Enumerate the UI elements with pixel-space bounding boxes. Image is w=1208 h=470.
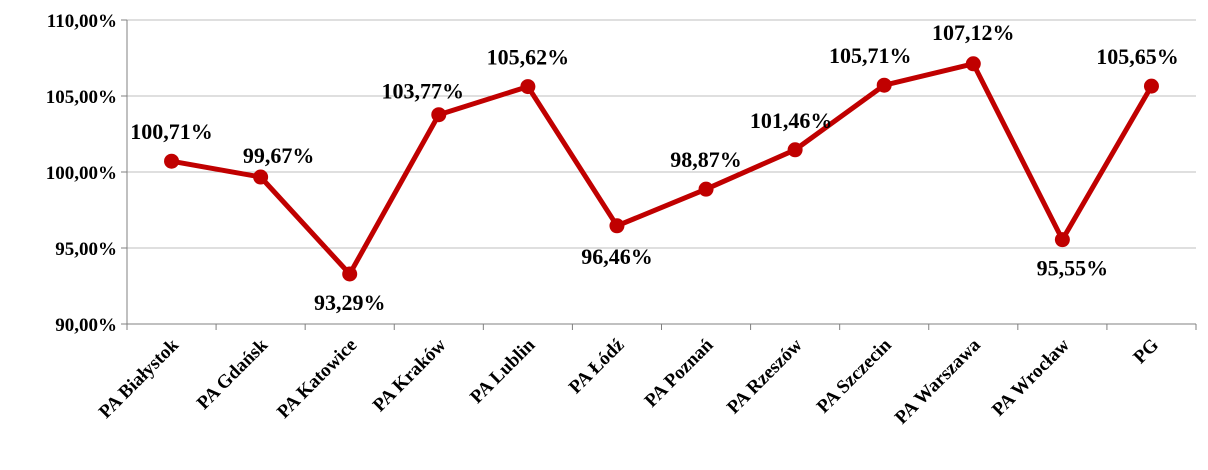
x-category-label: PA Białystok xyxy=(95,334,183,422)
y-tick-label: 90,00% xyxy=(55,315,117,336)
data-point xyxy=(1054,232,1070,248)
x-axis-category-labels: PA Białystok PA Gdańsk PA Katowice PA Krakó… xyxy=(95,334,1163,428)
data-label: 103,77% xyxy=(382,79,465,104)
data-label: 95,55% xyxy=(1037,256,1109,281)
data-label: 105,65% xyxy=(1096,44,1179,69)
data-label: 98,87% xyxy=(670,147,742,172)
data-point xyxy=(965,56,981,72)
x-category-label: PA Poznań xyxy=(641,334,718,411)
x-category-label: PA Szczecin xyxy=(813,334,896,417)
data-point xyxy=(342,266,358,282)
data-label: 107,12% xyxy=(932,20,1015,45)
series-points xyxy=(164,56,1159,282)
x-category-label: PG xyxy=(1129,335,1163,369)
axes xyxy=(121,19,1197,330)
data-point xyxy=(787,142,803,158)
series-line-path xyxy=(171,61,1154,277)
data-point xyxy=(698,181,714,197)
x-category-label: PA Warszawa xyxy=(891,334,985,428)
x-category-label: PA Kraków xyxy=(369,334,451,416)
series-line xyxy=(171,61,1154,277)
y-tick-label: 95,00% xyxy=(55,239,117,260)
data-label: 100,71% xyxy=(130,119,213,144)
gridlines xyxy=(127,19,1196,249)
data-point xyxy=(520,79,536,95)
data-point xyxy=(876,77,892,93)
y-tick-label: 100,00% xyxy=(46,163,117,184)
data-label: 96,46% xyxy=(581,244,653,269)
y-tick-label: 105,00% xyxy=(46,87,117,108)
data-label: 105,62% xyxy=(487,45,570,70)
data-label: 93,29% xyxy=(314,290,386,315)
data-point xyxy=(164,153,180,169)
data-label: 101,46% xyxy=(750,108,833,133)
x-category-label: PA Lublin xyxy=(466,334,540,408)
x-category-label: PA Wrocław xyxy=(988,334,1074,420)
data-point xyxy=(609,218,625,234)
x-category-label: PA Gdańsk xyxy=(193,334,272,413)
x-category-label: PA Rzeszów xyxy=(723,334,807,418)
y-axis-tick-labels: 90,00% 95,00% 100,00% 105,00% 110,00% xyxy=(46,11,117,336)
data-label: 99,67% xyxy=(243,143,315,168)
data-label: 105,71% xyxy=(829,43,912,68)
data-point xyxy=(1143,78,1159,94)
x-category-label: PA Łódź xyxy=(565,334,629,398)
data-point xyxy=(431,107,447,123)
y-tick-label: 110,00% xyxy=(47,11,117,32)
data-labels: 100,71% 99,67% 93,29% 103,77% 105,62% 96,46% 9… xyxy=(130,20,1178,315)
data-point xyxy=(253,169,269,185)
x-category-label: PA Katowice xyxy=(273,335,361,423)
